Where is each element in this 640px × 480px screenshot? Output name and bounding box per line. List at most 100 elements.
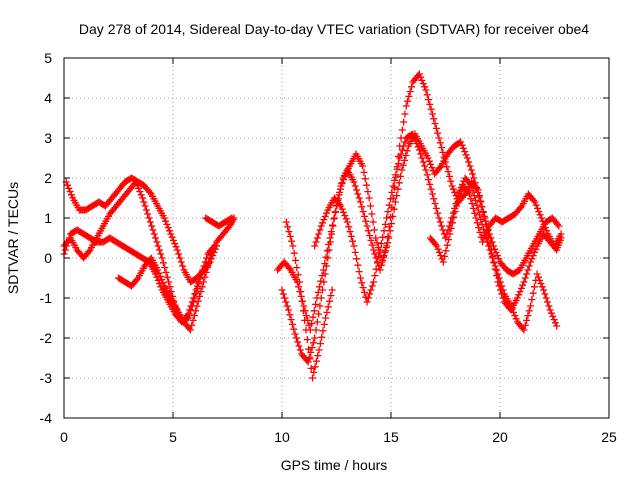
- data-point: [345, 223, 353, 231]
- data-point: [441, 252, 449, 260]
- data-point: [353, 186, 361, 194]
- data-point: [546, 306, 554, 314]
- data-point: [164, 224, 172, 232]
- series-7: [278, 70, 565, 366]
- data-point: [387, 213, 395, 221]
- data-point: [435, 134, 443, 142]
- data-point: [542, 294, 550, 302]
- data-point: [318, 333, 326, 341]
- data-point: [157, 250, 165, 258]
- y-tick-label: 1: [44, 210, 52, 226]
- data-point: [362, 217, 370, 225]
- series-5: [202, 214, 236, 230]
- data-point: [338, 205, 346, 213]
- data-point: [319, 286, 327, 294]
- data-point: [427, 185, 435, 193]
- data-point: [481, 232, 489, 240]
- data-point: [356, 274, 364, 282]
- series-2: [62, 174, 221, 286]
- y-tick-labels: -4 -3 -2 -1 0 1 2 3 4 5: [40, 50, 53, 426]
- data-point: [294, 271, 302, 279]
- data-point: [347, 232, 355, 240]
- data-point: [494, 270, 502, 278]
- data-point: [541, 290, 549, 298]
- data-point: [315, 346, 323, 354]
- data-point: [153, 273, 161, 281]
- data-point: [336, 188, 344, 196]
- data-point: [448, 182, 456, 190]
- data-point: [290, 325, 298, 333]
- data-point: [339, 176, 347, 184]
- data-point: [295, 278, 303, 286]
- data-point: [364, 188, 372, 196]
- data-point: [395, 179, 403, 187]
- data-point: [536, 211, 544, 219]
- data-point: [529, 252, 537, 260]
- data-point: [316, 226, 324, 234]
- data-point: [496, 278, 504, 286]
- data-point: [312, 238, 320, 246]
- data-point: [136, 188, 144, 196]
- data-point: [512, 315, 520, 323]
- data-point: [394, 160, 402, 168]
- data-point: [495, 274, 503, 282]
- data-point: [419, 80, 427, 88]
- data-point: [364, 294, 372, 302]
- data-point: [197, 270, 205, 278]
- data-point: [177, 258, 185, 266]
- data-point: [467, 166, 475, 174]
- data-point: [186, 326, 194, 334]
- data-point: [397, 150, 405, 158]
- data-point: [372, 265, 380, 273]
- data-point: [484, 225, 492, 233]
- data-point: [443, 163, 451, 171]
- data-point: [463, 154, 471, 162]
- data-point: [469, 187, 477, 195]
- x-tick-labels: 0 5 10 15 20 25: [60, 429, 617, 445]
- data-point: [152, 270, 160, 278]
- data-point: [419, 158, 427, 166]
- data-point: [373, 239, 381, 247]
- data-point: [486, 246, 494, 254]
- data-point: [415, 146, 423, 154]
- data-point: [172, 243, 180, 251]
- data-point: [439, 148, 447, 156]
- data-point: [159, 259, 167, 267]
- data-point: [396, 154, 404, 162]
- data-point: [306, 355, 314, 363]
- data-point: [365, 194, 373, 202]
- data-point: [176, 254, 184, 262]
- data-point: [557, 230, 565, 238]
- data-point: [434, 209, 442, 217]
- data-point: [466, 162, 474, 170]
- data-point: [493, 266, 501, 274]
- data-point: [481, 214, 489, 222]
- data-point: [156, 272, 164, 280]
- data-point: [533, 204, 541, 212]
- data-point: [227, 215, 235, 223]
- data-point: [389, 182, 397, 190]
- data-point: [433, 242, 441, 250]
- data-point: [138, 194, 146, 202]
- data-point: [428, 164, 436, 172]
- data-point: [298, 297, 306, 305]
- data-point: [283, 302, 291, 310]
- data-point: [384, 232, 392, 240]
- x-tick-label: 20: [492, 429, 508, 445]
- data-point: [288, 237, 296, 245]
- data-point: [322, 209, 330, 217]
- data-point: [421, 162, 429, 170]
- data-point: [346, 228, 354, 236]
- data-point: [489, 254, 497, 262]
- data-point: [197, 288, 205, 296]
- data-point: [438, 222, 446, 230]
- data-point: [351, 248, 359, 256]
- data-point: [285, 306, 293, 314]
- data-point: [341, 212, 349, 220]
- data-point: [524, 312, 532, 320]
- data-point: [370, 278, 378, 286]
- data-point: [287, 316, 295, 324]
- data-point: [284, 223, 292, 231]
- x-tick-label: 25: [601, 429, 617, 445]
- data-point: [381, 247, 389, 255]
